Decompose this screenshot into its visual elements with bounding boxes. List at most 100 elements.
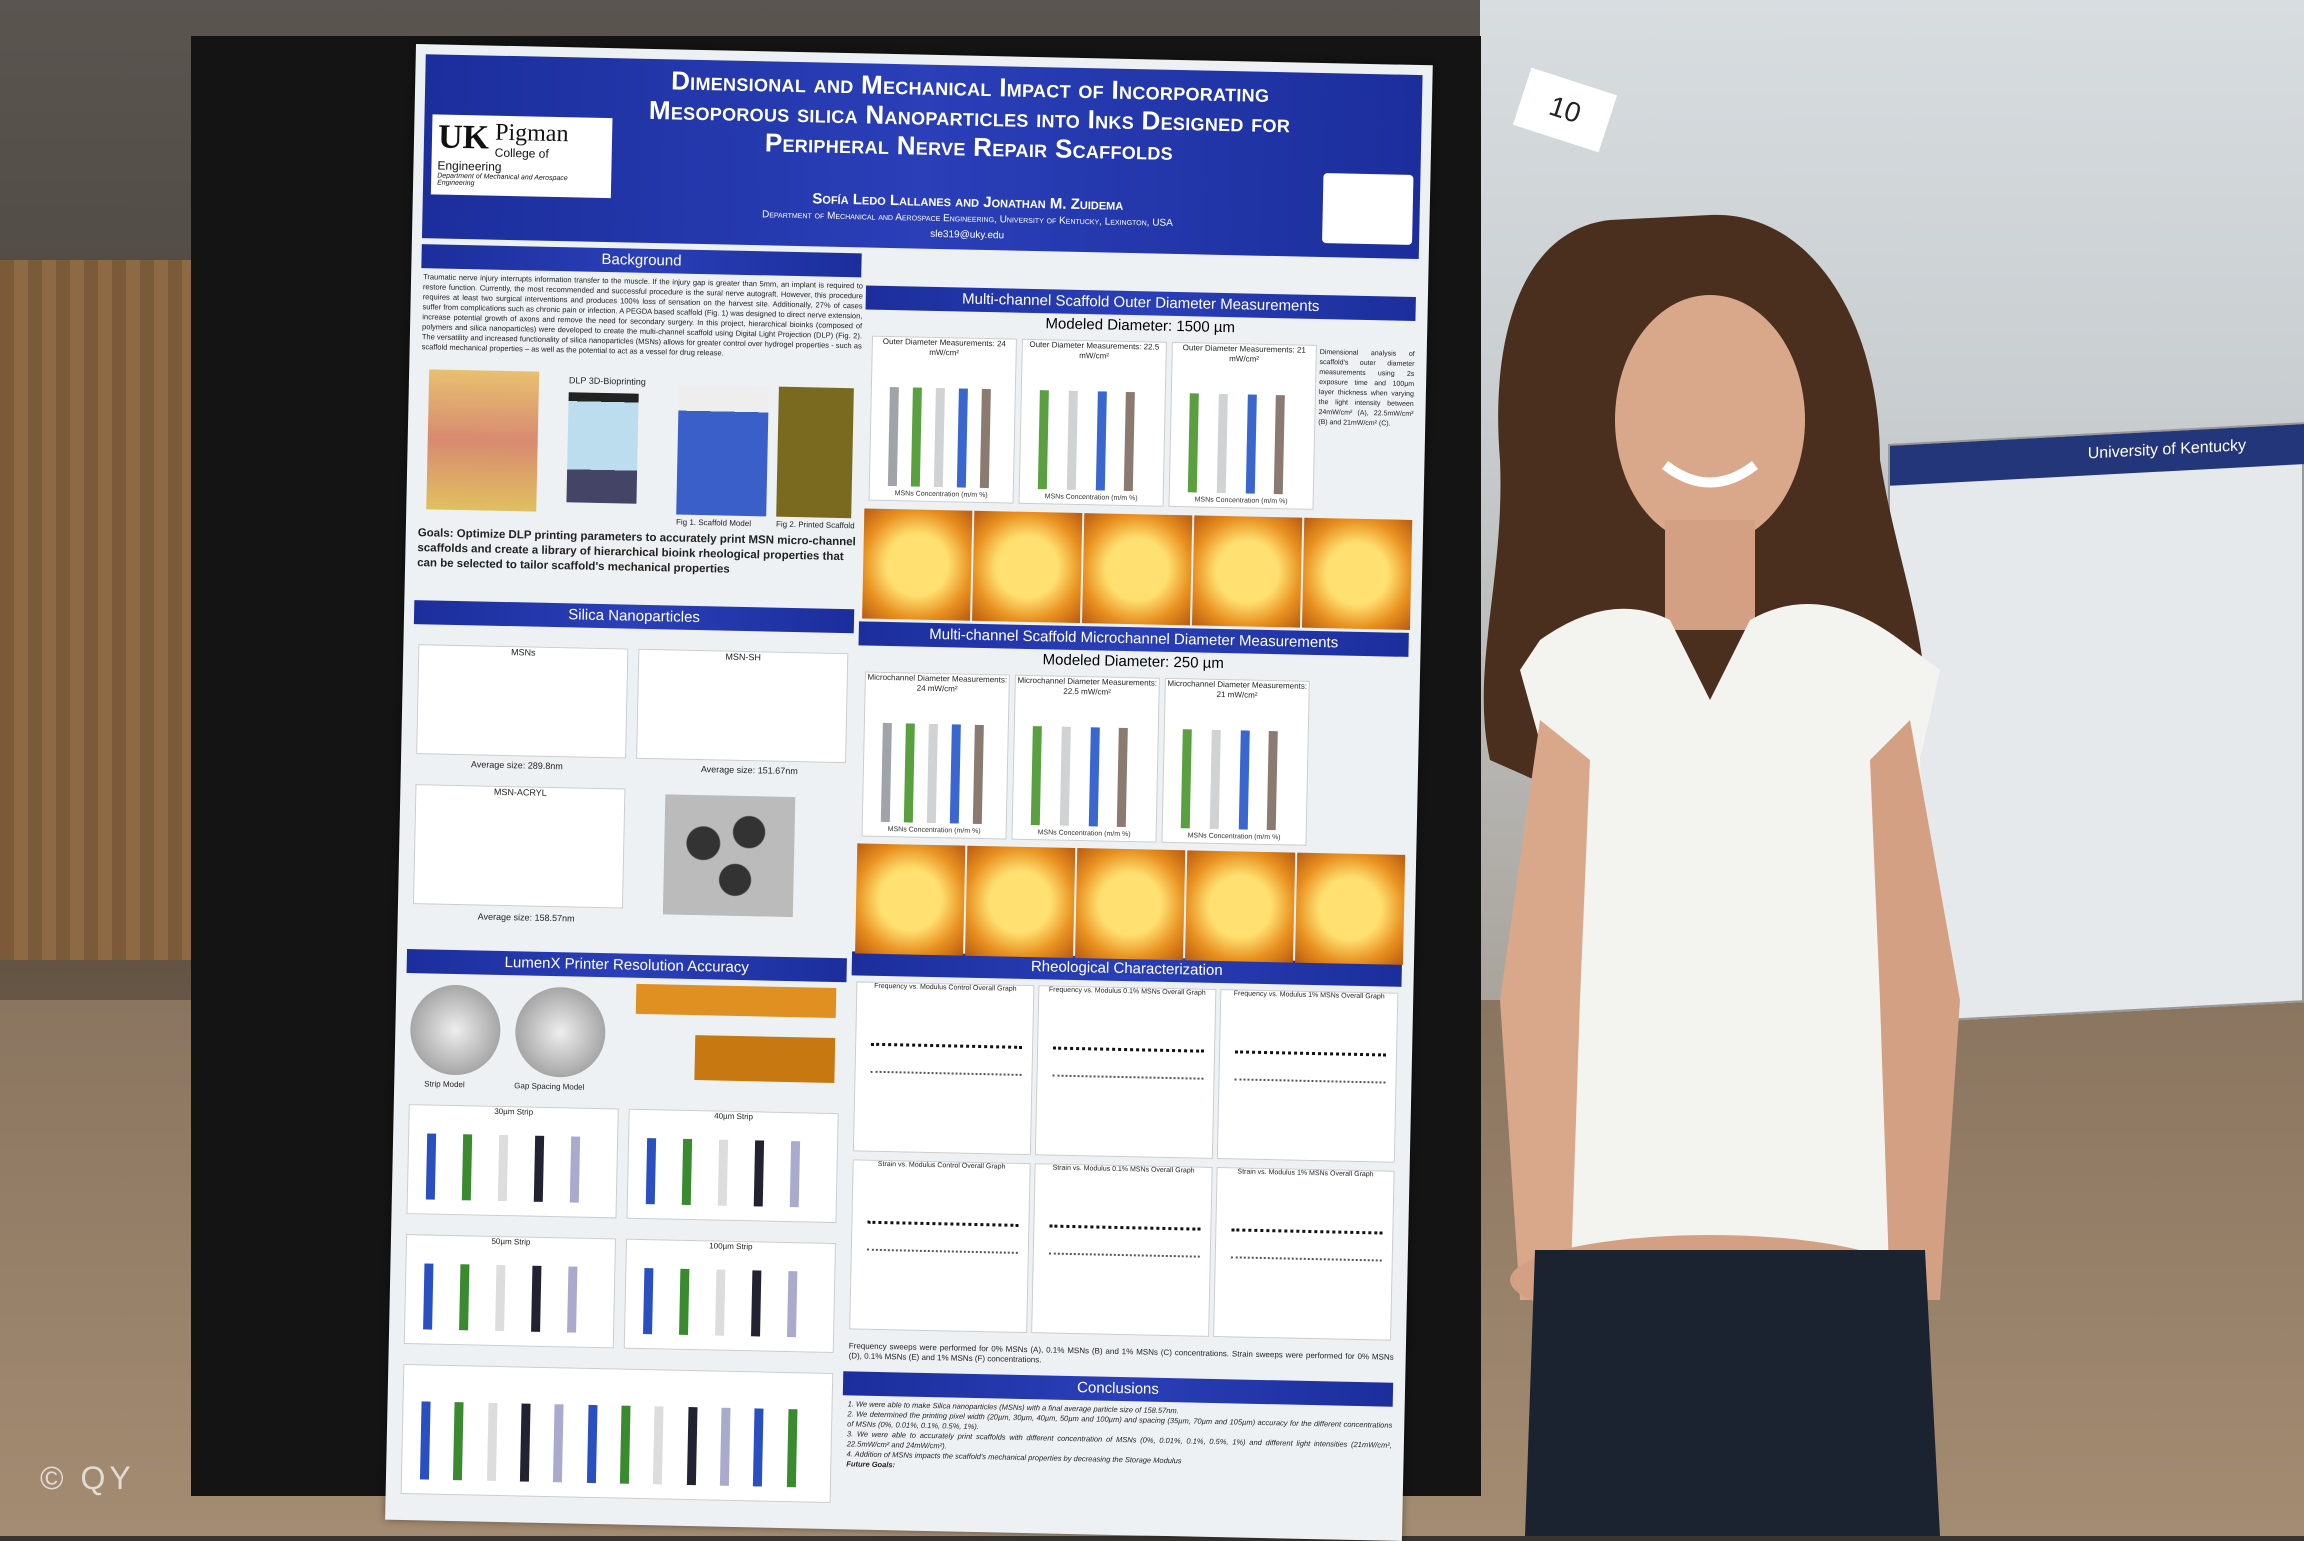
chart-bar xyxy=(495,1264,506,1332)
gap-model-label: Gap Spacing Model xyxy=(514,1081,585,1092)
goals-text: Goals: Optimize DLP printing parameters … xyxy=(417,527,856,576)
chart-bar xyxy=(586,1404,598,1484)
microscope-image xyxy=(1184,850,1296,963)
chart-bar xyxy=(1124,391,1136,492)
chart-bar xyxy=(519,1403,531,1482)
background-header: Background xyxy=(421,244,862,278)
chart-bar xyxy=(1245,394,1257,494)
rheo-chart: Strain vs. Modulus 0.1% MSNs Overall Gra… xyxy=(1031,1163,1213,1337)
chart-bar xyxy=(459,1264,470,1331)
chart-bar xyxy=(1088,727,1100,827)
micro-chart: Microchannel Diameter Measurements: 24 m… xyxy=(861,671,1010,840)
chart-bar xyxy=(686,1406,698,1486)
chart-bar xyxy=(533,1135,545,1202)
chart-title: Frequency vs. Modulus Control Overall Gr… xyxy=(874,982,1017,993)
rheo-chart: Frequency vs. Modulus 0.1% MSNs Overall … xyxy=(1034,985,1217,1159)
lumenx-chart xyxy=(400,1364,834,1504)
chart-bar xyxy=(1187,393,1199,493)
chart-title: Outer Diameter Measurements: 21 mW/cm² xyxy=(1182,343,1306,364)
presenter-person xyxy=(1483,214,1960,1536)
chart-bar xyxy=(949,724,961,824)
chart-title: 100µm Strip xyxy=(709,1241,753,1252)
chart-title: Microchannel Diameter Measurements: 21 m… xyxy=(1167,678,1308,700)
rheo-chart: Frequency vs. Modulus Control Overall Gr… xyxy=(852,981,1035,1156)
dark-pants xyxy=(1525,1250,1940,1536)
chart-bar xyxy=(933,387,945,488)
chart-title: 30µm Strip xyxy=(494,1106,534,1117)
chart-bar xyxy=(903,723,915,823)
x-axis-label: MSNs Concentration (m/m %) xyxy=(894,490,988,500)
printed-scaffold-figure xyxy=(776,386,854,519)
chart-bar xyxy=(972,724,984,825)
fig2-caption: Fig 2. Printed Scaffold xyxy=(775,519,855,531)
microscope-image xyxy=(972,510,1083,624)
microscope-image xyxy=(1082,513,1193,626)
x-axis-label: MSNs Concentration (m/m %) xyxy=(1044,493,1138,503)
chart-bar xyxy=(1216,393,1228,494)
chart-title: Microchannel Diameter Measurements: 24 m… xyxy=(867,672,1008,694)
strip-model-image xyxy=(409,984,502,1076)
chart-title: MSN-SH xyxy=(725,651,762,663)
outer-chart: Outer Diameter Measurements: 21 mW/cm² MS… xyxy=(1168,341,1317,510)
chart-title: MSN-ACRYL xyxy=(493,786,547,798)
chart-title: Outer Diameter Measurements: 24 mW/cm² xyxy=(882,336,1007,358)
chart-series xyxy=(1230,1228,1383,1262)
face xyxy=(1615,295,1805,545)
outer-chart: Outer Diameter Measurements: 24 mW/cm² MS… xyxy=(868,335,1017,504)
smile xyxy=(1661,460,1759,488)
chart-bar xyxy=(786,1409,798,1488)
silica-header: Silica Nanoparticles xyxy=(413,600,855,634)
neck xyxy=(1665,520,1755,630)
rheo-chart: Strain vs. Modulus 1% MSNs Overall Graph xyxy=(1213,1167,1395,1341)
chart-bar xyxy=(787,1271,798,1338)
chart-bar xyxy=(419,1401,431,1480)
chart-title: Strain vs. Modulus 0.1% MSNs Overall Gra… xyxy=(1052,1164,1195,1175)
chart-bar xyxy=(497,1134,509,1202)
chart-bar xyxy=(719,1407,731,1486)
chart-series xyxy=(1052,1046,1205,1080)
chart-series xyxy=(1048,1224,1201,1258)
right-arm xyxy=(1870,720,1960,1300)
chart-series xyxy=(866,1220,1019,1254)
chart-bar xyxy=(681,1138,693,1206)
microscope-image xyxy=(862,508,973,621)
chart-bar xyxy=(645,1138,657,1205)
micro-chart: Microchannel Diameter Measurements: 22.5… xyxy=(1011,674,1160,843)
chart-title: Frequency vs. Modulus 0.1% MSNs Overall … xyxy=(1048,986,1206,997)
watermark: © QY xyxy=(40,1460,135,1496)
chart-bar xyxy=(1095,391,1107,491)
outer-chart: Outer Diameter Measurements: 22.5 mW/cm²… xyxy=(1018,338,1167,507)
rheo-note: Frequency sweeps were performed for 0% M… xyxy=(848,1341,1394,1365)
chart-bar xyxy=(1274,395,1286,495)
chart-bar xyxy=(1030,726,1042,826)
lumenx-chart: 30µm Strip xyxy=(406,1104,619,1219)
fig1-caption: Fig 1. Scaffold Model xyxy=(675,517,752,529)
chart-bar xyxy=(1037,390,1049,490)
chart-bar xyxy=(453,1402,464,1481)
scaffold-model-figure xyxy=(676,384,769,517)
chart-bar xyxy=(1066,390,1078,490)
chart-bar xyxy=(567,1266,578,1333)
chart-bar xyxy=(461,1134,473,1201)
gap-model-image xyxy=(514,986,607,1079)
microscope-image xyxy=(1191,515,1303,628)
research-poster: Dimensional and Mechanical Impact of Inc… xyxy=(385,44,1433,1541)
chart-bar xyxy=(926,723,938,824)
msn-acryl-chart: MSN-ACRYL xyxy=(412,784,626,909)
chart-series xyxy=(870,1042,1023,1076)
chart-series xyxy=(1234,1050,1387,1084)
lumenx-chart: 50µm Strip xyxy=(403,1234,617,1349)
msn-sh-size: Average size: 151.67nm xyxy=(700,764,798,777)
rheo-chart: Frequency vs. Modulus 1% MSNs Overall Gr… xyxy=(1216,989,1399,1163)
chart-bar xyxy=(1059,726,1071,826)
strip-print-image xyxy=(635,983,837,1019)
chart-title: Strain vs. Modulus Control Overall Graph xyxy=(877,1160,1006,1171)
chart-title: Strain vs. Modulus 1% MSNs Overall Graph xyxy=(1237,1168,1374,1179)
tem-image xyxy=(662,794,796,918)
gap-print-image xyxy=(694,1035,836,1083)
poster-title: Dimensional and Mechanical Impact of Inc… xyxy=(648,65,1291,166)
rheo-chart: Strain vs. Modulus Control Overall Graph xyxy=(849,1159,1031,1334)
chart-bar xyxy=(880,722,892,823)
dlp-label: DLP 3D-Bioprinting xyxy=(568,375,646,387)
msn-size: Average size: 289.8nm xyxy=(470,759,563,772)
